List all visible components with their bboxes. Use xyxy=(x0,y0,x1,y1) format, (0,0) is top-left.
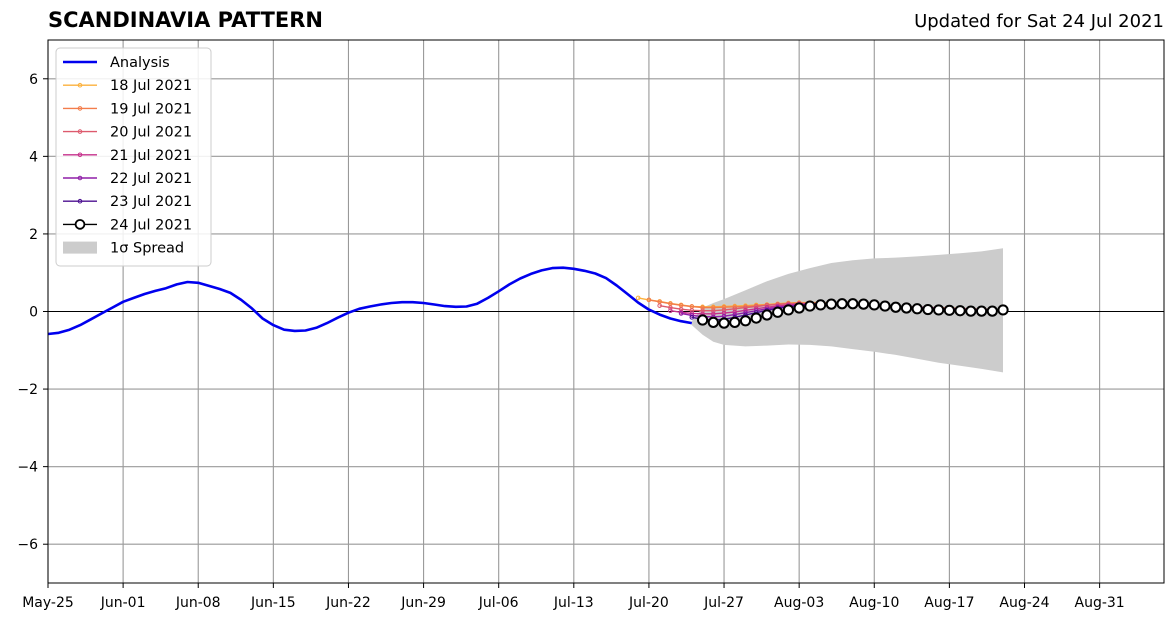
latest-forecast-point xyxy=(868,299,880,311)
legend-marker-latest xyxy=(74,219,86,230)
latest-forecast-point xyxy=(761,309,773,321)
axes: May-25 Jun-01 Jun-08 Jun-15 Jun-22 Jun-29 Jul-… xyxy=(17,39,1165,611)
y-tick-label: 6 xyxy=(29,72,38,88)
x-tick-label: Jun-15 xyxy=(250,595,296,611)
forecast-point xyxy=(646,297,652,303)
latest-forecast-point xyxy=(836,298,848,310)
analysis-line xyxy=(47,266,693,336)
latest-forecast-point xyxy=(793,302,805,314)
latest-forecast-point xyxy=(825,298,837,310)
x-tick-label: Jun-08 xyxy=(175,595,221,611)
x-tick-label: Aug-17 xyxy=(924,595,974,611)
legend-marker-forecast xyxy=(77,175,83,181)
spread-band xyxy=(691,248,1003,373)
forecast-point xyxy=(678,311,684,316)
forecast-point xyxy=(635,295,641,301)
latest-forecast-point xyxy=(696,314,709,326)
latest-forecast-point xyxy=(729,316,741,328)
forecast-point xyxy=(732,312,738,317)
latest-forecast-point xyxy=(975,305,988,317)
legend-marker-forecast xyxy=(77,198,83,204)
forecast-point xyxy=(668,308,673,314)
x-tick-label: Jul-20 xyxy=(628,595,669,611)
legend-label-forecast: 19 Jul 2021 xyxy=(110,101,192,117)
spread-area xyxy=(691,248,1003,373)
y-tick-label: −2 xyxy=(17,382,38,398)
legend-box xyxy=(55,47,212,267)
latest-forecast-point xyxy=(707,316,719,328)
x-tick-label: Aug-31 xyxy=(1075,595,1125,611)
x-tick-label: Jun-29 xyxy=(400,595,446,611)
x-tick-label: Jun-01 xyxy=(100,595,146,611)
legend-label-forecast: 18 Jul 2021 xyxy=(110,78,192,94)
y-tick-label: −4 xyxy=(17,460,38,476)
legend-swatch-spread xyxy=(63,241,97,254)
latest-forecast-point xyxy=(943,304,955,316)
latest-forecast-point xyxy=(900,302,913,314)
latest-forecast-point xyxy=(911,303,923,315)
latest-forecast-point xyxy=(933,304,945,316)
legend-label-forecast: 23 Jul 2021 xyxy=(110,194,192,210)
x-tick-label: May-25 xyxy=(22,595,74,611)
forecast-point xyxy=(721,304,727,310)
legend-marker-forecast xyxy=(77,129,83,134)
latest-forecast-point xyxy=(922,303,934,316)
latest-forecast-point xyxy=(772,306,784,318)
legend-label-forecast: 22 Jul 2021 xyxy=(110,171,192,187)
forecast-point xyxy=(689,315,695,320)
latest-forecast-point xyxy=(750,312,762,324)
latest-forecast-point xyxy=(718,317,730,329)
chart-subtitle: Updated for Sat 24 Jul 2021 xyxy=(914,11,1164,32)
legend-label-latest: 24 Jul 2021 xyxy=(110,217,192,233)
x-tick-label: Jul-13 xyxy=(553,595,594,611)
latest-forecast-point xyxy=(782,304,795,316)
latest-forecast-point xyxy=(847,298,859,310)
legend-label-spread: 1σ Spread xyxy=(110,241,184,257)
latest-forecast-point xyxy=(997,304,1009,316)
x-tick-label: Jul-27 xyxy=(703,595,744,611)
latest-forecast-point xyxy=(815,299,827,311)
legend-label-analysis: Analysis xyxy=(110,55,170,71)
y-tick-label: 4 xyxy=(29,149,38,165)
legend-label-forecast: 21 Jul 2021 xyxy=(110,148,192,164)
latest-forecast-point xyxy=(879,300,891,312)
legend-marker-forecast xyxy=(77,106,83,111)
legend-marker-forecast xyxy=(77,152,83,158)
x-tick-label: Aug-03 xyxy=(774,595,824,611)
latest-forecast-point xyxy=(965,305,977,317)
chart-title: SCANDINAVIA PATTERN xyxy=(48,8,323,32)
legend-label-forecast: 20 Jul 2021 xyxy=(110,125,192,141)
y-tick-label: 0 xyxy=(29,305,38,321)
legend-marker-forecast xyxy=(77,82,83,88)
forecast-point xyxy=(732,309,738,315)
legend: Analysis 18 Jul 2021 19 Jul 2021 20 Jul 202… xyxy=(55,47,212,267)
x-tick-label: Aug-10 xyxy=(849,595,899,611)
latest-forecast-point xyxy=(857,298,870,310)
y-tick-label: −6 xyxy=(17,537,38,553)
latest-forecast-point xyxy=(804,300,816,312)
latest-forecast-point xyxy=(954,305,966,317)
forecast-point xyxy=(743,305,748,310)
x-tick-label: Aug-24 xyxy=(999,595,1049,611)
series xyxy=(47,266,1009,336)
latest-forecast-point xyxy=(986,305,998,317)
y-tick-label: 2 xyxy=(29,227,38,243)
latest-forecast-point xyxy=(890,301,902,313)
forecast-point xyxy=(657,303,662,308)
x-tick-label: Jun-22 xyxy=(325,595,371,611)
latest-forecast-point xyxy=(739,315,752,327)
x-tick-label: Jul-06 xyxy=(478,595,519,611)
